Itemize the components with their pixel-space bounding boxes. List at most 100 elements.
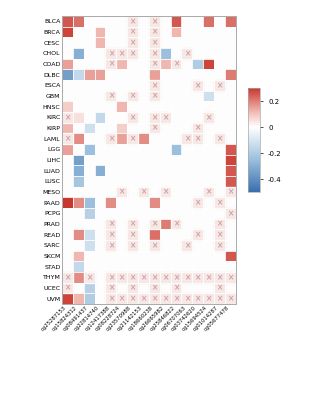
Text: ×: × (216, 294, 223, 303)
Text: ×: × (108, 134, 114, 143)
Bar (170, 59, 181, 69)
Text: ×: × (173, 220, 179, 228)
Text: ×: × (118, 294, 125, 303)
Bar (105, 272, 116, 283)
Bar (149, 80, 160, 91)
Bar (116, 272, 127, 283)
Bar (192, 229, 203, 240)
Text: ×: × (216, 198, 223, 207)
Bar (149, 293, 160, 304)
Text: ×: × (184, 49, 190, 58)
Bar (160, 272, 171, 283)
Bar (160, 293, 171, 304)
Text: ×: × (140, 273, 147, 282)
Text: ×: × (129, 273, 136, 282)
Bar (214, 133, 225, 144)
Bar (181, 133, 192, 144)
Bar (138, 293, 149, 304)
Text: ×: × (151, 92, 157, 100)
Bar (138, 272, 149, 283)
Bar (127, 48, 138, 59)
Bar (214, 293, 225, 304)
Text: ×: × (108, 241, 114, 250)
Bar (105, 91, 116, 101)
Text: ×: × (205, 294, 212, 303)
Bar (105, 229, 116, 240)
Bar (105, 219, 116, 229)
Bar (116, 48, 127, 59)
Text: ×: × (227, 294, 233, 303)
Bar (214, 229, 225, 240)
Bar (105, 283, 116, 293)
Bar (149, 48, 160, 59)
Text: ×: × (129, 28, 136, 36)
Bar (170, 219, 181, 229)
Bar (105, 48, 116, 59)
Bar (203, 187, 214, 197)
Text: ×: × (205, 273, 212, 282)
Bar (181, 240, 192, 251)
Text: ×: × (184, 273, 190, 282)
Bar (214, 219, 225, 229)
Text: ×: × (151, 38, 157, 47)
Bar (127, 133, 138, 144)
Text: ×: × (118, 49, 125, 58)
Text: ×: × (184, 134, 190, 143)
Bar (149, 16, 160, 27)
Text: ×: × (108, 230, 114, 239)
Text: ×: × (108, 220, 114, 228)
Text: ×: × (129, 230, 136, 239)
Text: ×: × (151, 60, 157, 68)
Bar (105, 59, 116, 69)
Bar (203, 293, 214, 304)
Bar (192, 293, 203, 304)
Text: ×: × (129, 113, 136, 122)
Text: ×: × (194, 273, 201, 282)
Text: ×: × (64, 273, 71, 282)
Bar (127, 229, 138, 240)
Bar (225, 187, 236, 197)
Text: ×: × (129, 220, 136, 228)
Bar (170, 293, 181, 304)
Bar (116, 293, 127, 304)
Text: ×: × (129, 49, 136, 58)
Text: ×: × (162, 188, 168, 196)
Bar (192, 133, 203, 144)
Text: ×: × (86, 273, 92, 282)
Bar (127, 272, 138, 283)
Bar (160, 112, 171, 123)
Bar (214, 80, 225, 91)
Text: ×: × (162, 294, 168, 303)
Bar (62, 112, 73, 123)
Text: ×: × (118, 188, 125, 196)
Bar (192, 123, 203, 133)
Bar (160, 187, 171, 197)
Bar (149, 27, 160, 37)
Bar (116, 187, 127, 197)
Text: ×: × (151, 294, 157, 303)
Text: ×: × (173, 284, 179, 292)
Bar (127, 37, 138, 48)
Bar (105, 133, 116, 144)
Bar (105, 240, 116, 251)
Bar (138, 187, 149, 197)
Text: ×: × (129, 134, 136, 143)
Bar (203, 112, 214, 123)
Bar (127, 283, 138, 293)
Bar (149, 272, 160, 283)
Bar (149, 91, 160, 101)
Bar (149, 219, 160, 229)
Text: ×: × (108, 273, 114, 282)
Text: ×: × (108, 49, 114, 58)
Text: ×: × (194, 198, 201, 207)
Text: ×: × (108, 92, 114, 100)
Text: ×: × (194, 230, 201, 239)
Text: ×: × (140, 294, 147, 303)
Bar (149, 37, 160, 48)
Bar (192, 80, 203, 91)
Bar (192, 272, 203, 283)
Text: ×: × (151, 284, 157, 292)
Bar (127, 16, 138, 27)
Bar (105, 293, 116, 304)
Text: ×: × (129, 284, 136, 292)
